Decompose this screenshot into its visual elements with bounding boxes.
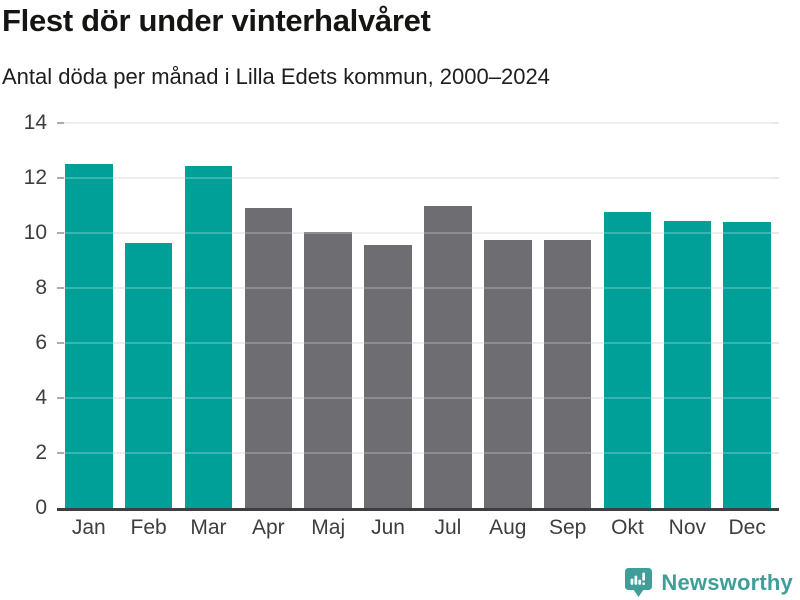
bar-dec — [723, 222, 771, 508]
y-tick-4 — [57, 397, 64, 400]
y-tick-label-0: 0 — [35, 496, 47, 519]
x-tick-label-jun: Jun — [371, 516, 405, 539]
x-tick-label-maj: Maj — [311, 516, 346, 539]
chart-title: Flest dör under vinterhalvåret — [2, 3, 431, 38]
y-axis: 0 2 4 6 8 10 12 14 — [0, 111, 47, 519]
gridline-overlay-10 — [65, 232, 771, 234]
bar-chart-speech-bubble-icon — [625, 568, 653, 597]
bar-maj — [304, 231, 352, 508]
bars — [65, 123, 771, 508]
x-tick-label-mar: Mar — [190, 516, 227, 539]
gridline-overlay-14 — [65, 122, 771, 124]
bar-apr — [244, 208, 293, 508]
gridline-overlay-2 — [65, 452, 771, 455]
gridline-overlay-12 — [65, 177, 771, 179]
bar-mar — [184, 165, 233, 508]
gridline-14 — [57, 122, 779, 124]
x-tick-label-sep: Sep — [548, 516, 587, 539]
x-tick-label-aug: Aug — [489, 516, 527, 539]
y-tick-10 — [57, 232, 64, 234]
gridline-overlay-8 — [65, 287, 771, 290]
x-tick-label-okt: Okt — [611, 516, 644, 539]
y-tick-14 — [57, 122, 64, 124]
y-tick-2 — [57, 452, 64, 455]
bar-aug — [484, 239, 532, 508]
y-tick-label-6: 6 — [35, 330, 47, 354]
y-tick-label-2: 2 — [35, 441, 47, 464]
bar-feb — [124, 242, 173, 508]
x-tick-label-jul: Jul — [434, 516, 462, 539]
y-tick-label-12: 12 — [23, 165, 47, 189]
y-tick-8 — [57, 287, 64, 290]
logo-wordmark: Newsworthy — [661, 569, 793, 595]
gridline-6 — [57, 342, 779, 344]
gridline-12 — [57, 177, 779, 179]
gridline-overlay-4 — [65, 397, 771, 400]
bar-jul — [424, 205, 472, 508]
gridline-overlay-6 — [65, 342, 771, 344]
y-tick-label-10: 10 — [23, 220, 47, 244]
gridline-8 — [57, 287, 779, 290]
bar-jun — [364, 245, 412, 508]
chart-subtitle: Antal döda per månad i Lilla Edets kommu… — [2, 64, 550, 89]
y-tick-label-4: 4 — [35, 386, 47, 409]
x-tick-label-feb: Feb — [130, 516, 167, 539]
x-tick-label-apr: Apr — [251, 516, 285, 539]
gridline-10 — [57, 232, 779, 234]
x-tick-label-jan: Jan — [71, 516, 106, 539]
bar-nov — [663, 220, 712, 508]
x-tick-label-nov: Nov — [668, 516, 707, 539]
plot-area — [57, 122, 779, 511]
y-tick-label-14: 14 — [23, 111, 47, 134]
y-tick-12 — [57, 177, 64, 179]
x-axis: Jan Feb Mar Apr Maj Jun Jul Aug Sep Okt Nov Dec — [57, 515, 779, 541]
gridline-4 — [57, 397, 779, 400]
bar-okt — [603, 212, 652, 508]
x-tick-label-dec: Dec — [728, 516, 766, 539]
bar-jan — [65, 164, 113, 508]
y-tick-6 — [57, 342, 64, 344]
bar-sep — [543, 239, 592, 508]
gridline-2 — [57, 452, 779, 455]
y-tick-label-8: 8 — [35, 276, 47, 299]
newsworthy-logo: Newsworthy — [625, 568, 793, 597]
